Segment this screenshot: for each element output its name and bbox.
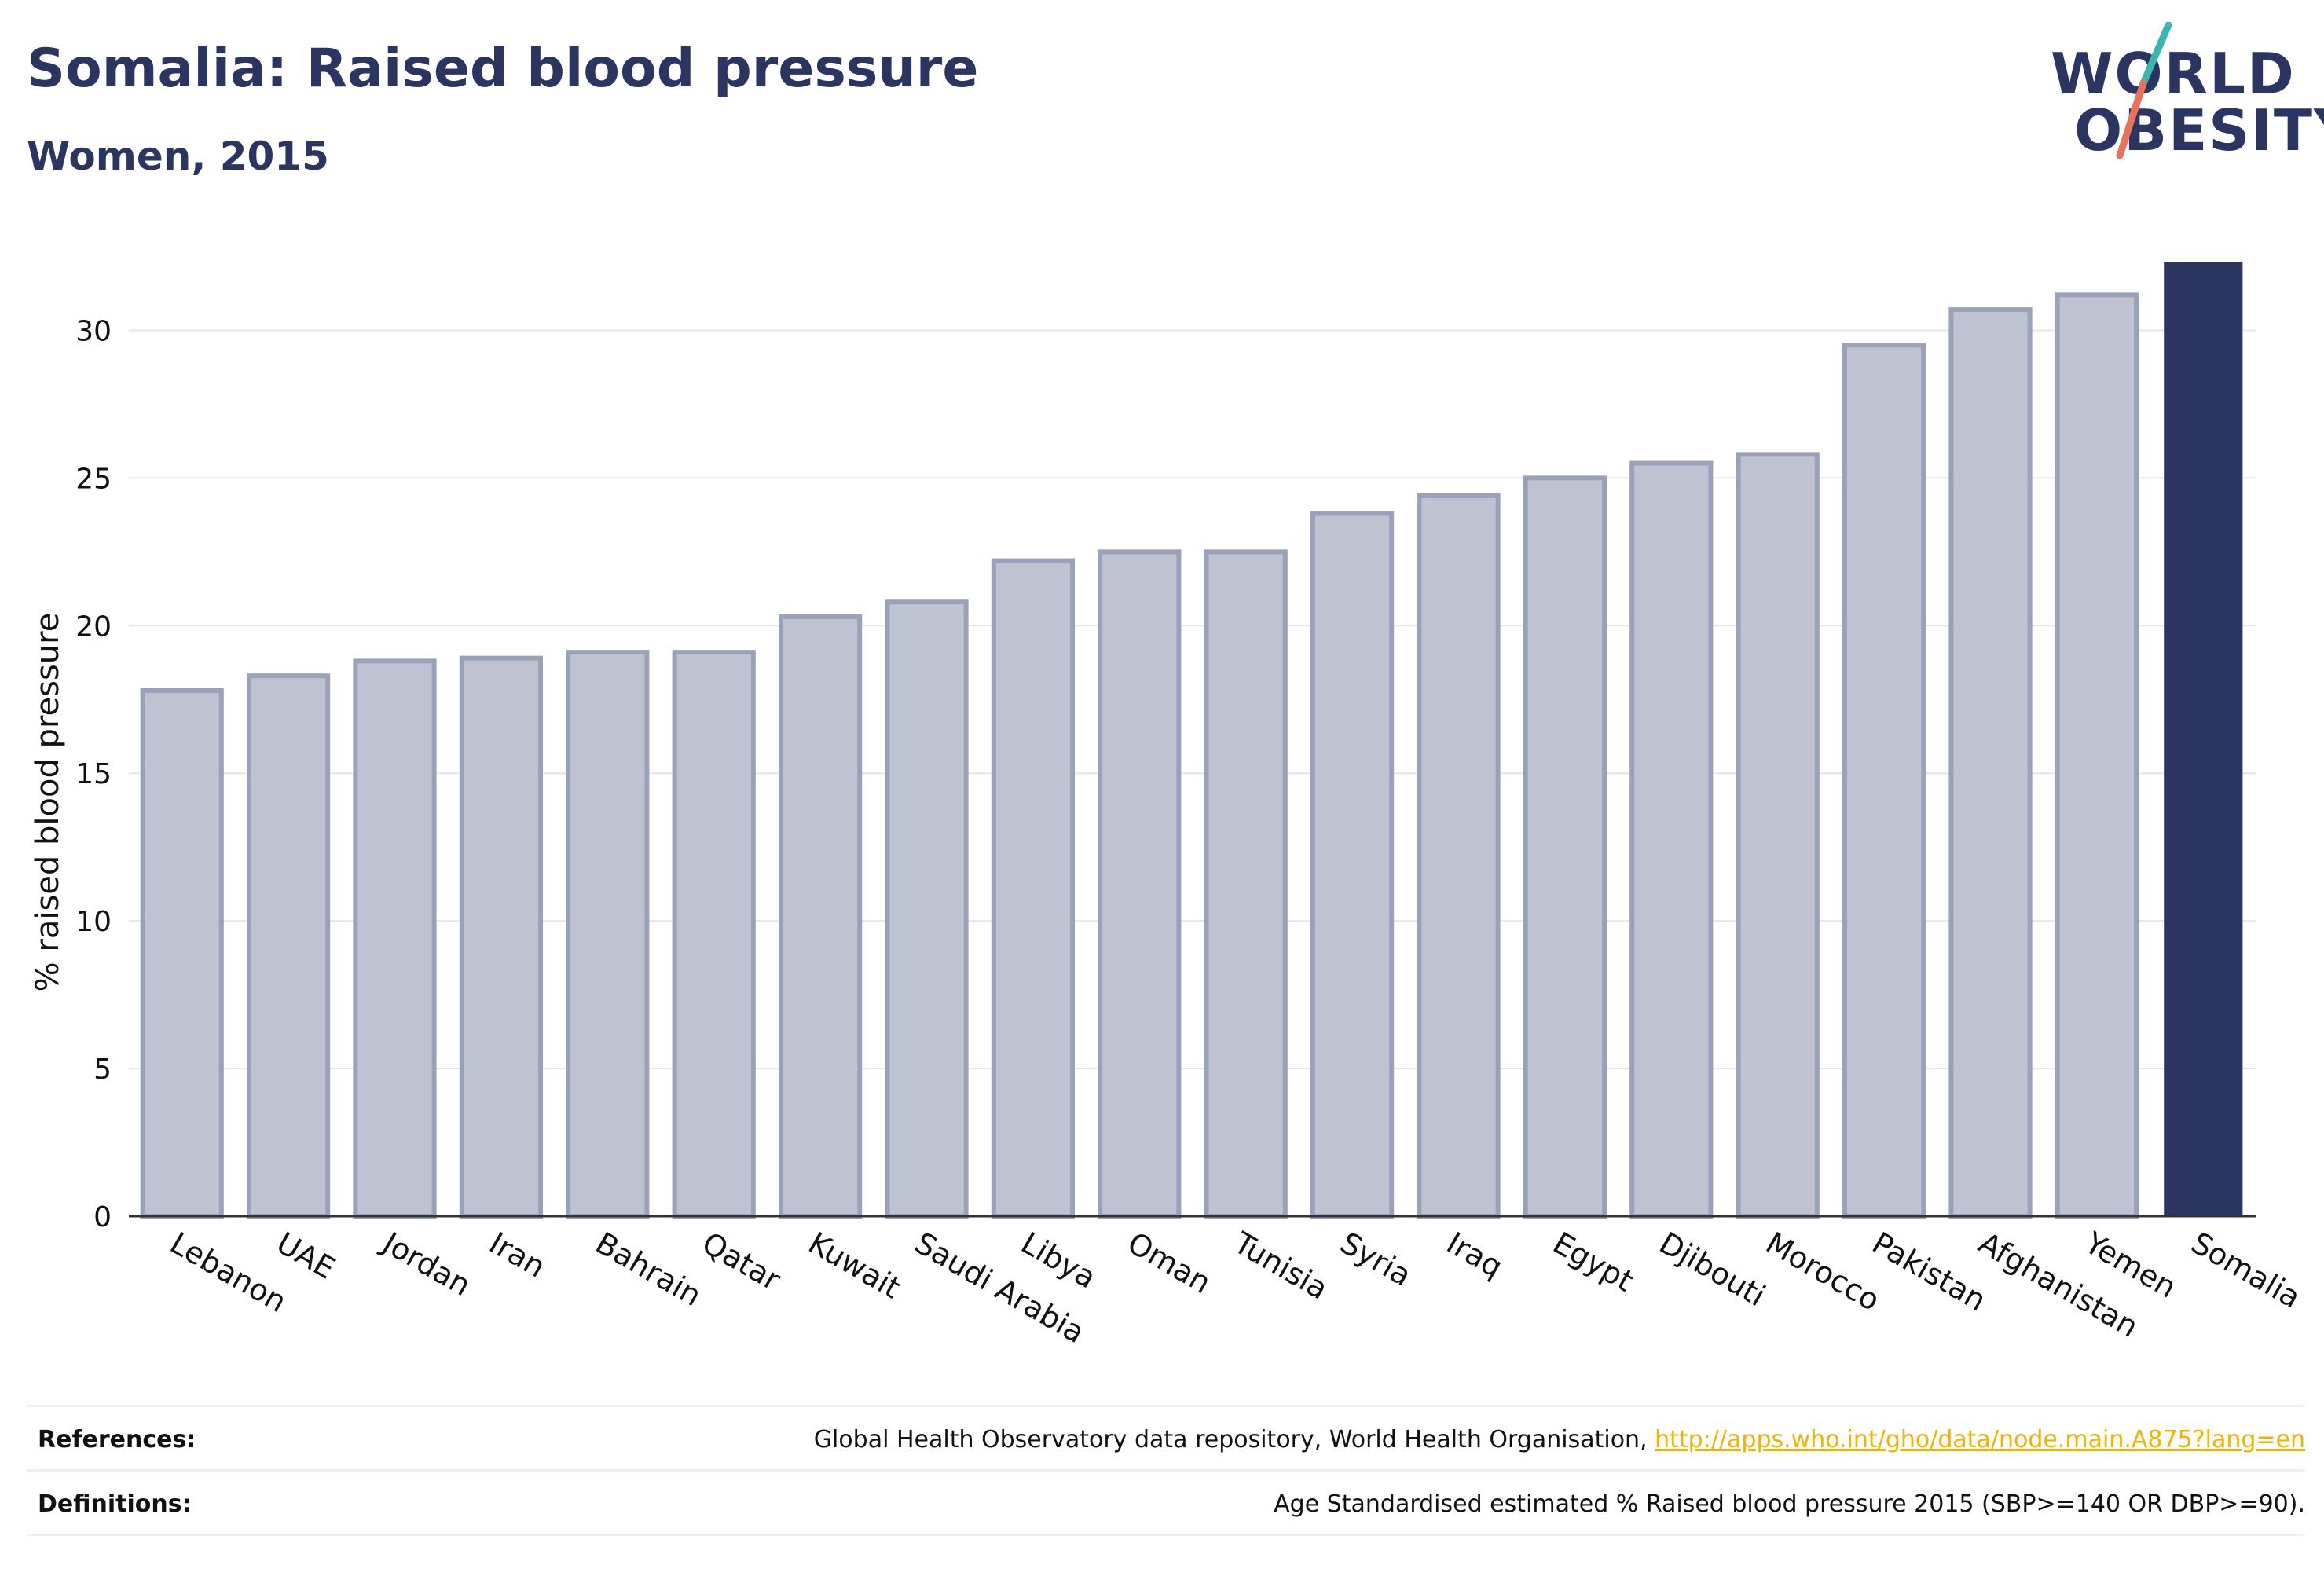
chart-subtitle: Women, 2015 [27, 134, 329, 179]
chart-title: Somalia: Raised blood pressure [27, 38, 979, 100]
bar-iraq [1417, 493, 1501, 1219]
bar-somalia [2164, 262, 2243, 1216]
references-label: References: [38, 1426, 196, 1453]
y-tick-label: 15 [75, 758, 112, 790]
bar-afghanistan [1948, 307, 2033, 1219]
bar-morocco [1736, 452, 1820, 1219]
bar-libya [991, 558, 1075, 1219]
bar-pakistan [1842, 343, 1926, 1219]
x-tick-label: Iran [483, 1226, 551, 1285]
references-source: Global Health Observatory data repositor… [813, 1426, 1655, 1453]
x-tick-label: Djibouti [1654, 1226, 1772, 1314]
bar-lebanon [140, 687, 224, 1219]
bar-qatar [672, 650, 756, 1219]
x-tick-label: Egypt [1547, 1226, 1639, 1299]
bar-uae [247, 673, 331, 1219]
bar-syria [1310, 511, 1395, 1219]
bar-oman [1098, 549, 1182, 1219]
references-row: References: Global Health Observatory da… [27, 1426, 2305, 1473]
footer-rule-bottom [27, 1534, 2305, 1536]
x-tick-label: Iraq [1441, 1226, 1508, 1285]
x-tick-label: Oman [1122, 1226, 1217, 1300]
x-tick-label: Pakistan [1867, 1226, 1992, 1318]
bars [140, 262, 2243, 1219]
x-tick-label: Lebanon [164, 1226, 292, 1319]
x-tick-label: Tunisia [1227, 1225, 1333, 1307]
references-link[interactable]: http://apps.who.int/gho/data/node.main.A… [1655, 1426, 2305, 1453]
x-tick-label: Qatar [696, 1226, 786, 1298]
definitions-text: Age Standardised estimated % Raised bloo… [1274, 1490, 2305, 1518]
world-obesity-logo: WORLD OBESITY [2051, 22, 2324, 163]
logo-line-2: OBESITY [2074, 97, 2324, 163]
references-text: Global Health Observatory data repositor… [814, 1426, 2305, 1453]
x-tick-label: Syria [1335, 1226, 1417, 1293]
definitions-row: Definitions: Age Standardised estimated … [27, 1490, 2305, 1538]
footer-rule-top [27, 1405, 2305, 1407]
bar-jordan [353, 658, 437, 1219]
x-tick-label: Kuwait [803, 1226, 907, 1306]
x-tick-label: UAE [271, 1226, 341, 1286]
x-tick-label: Bahrain [590, 1226, 707, 1314]
bar-egypt [1523, 475, 1607, 1219]
x-tick-label: Morocco [1760, 1226, 1886, 1318]
bar-tunisia [1204, 549, 1288, 1219]
grid-lines [129, 329, 2256, 1070]
x-tick-label: Somalia [2186, 1226, 2307, 1315]
logo-line-1: WORLD [2051, 41, 2296, 107]
y-tick-label: 20 [75, 610, 112, 643]
x-tick-label: Jordan [376, 1225, 476, 1303]
y-axis-label: % raised blood pressure [30, 613, 66, 992]
y-tick-label: 25 [75, 463, 112, 495]
footer-rule-middle [27, 1469, 2305, 1472]
y-tick-label: 0 [93, 1201, 112, 1233]
bar-djibouti [1629, 460, 1714, 1219]
bar-iran [459, 655, 543, 1219]
y-tick-label: 5 [93, 1054, 112, 1086]
y-tick-label: 30 [75, 315, 112, 347]
y-axis-ticks: 0 5 10 15 20 25 30 [75, 315, 112, 1233]
bar-saudi-arabia [885, 599, 969, 1219]
bar-bahrain [566, 650, 650, 1219]
bar-yemen [2055, 292, 2139, 1219]
bar-kuwait [779, 614, 863, 1219]
definitions-label: Definitions: [38, 1490, 192, 1518]
y-tick-label: 10 [75, 906, 112, 938]
logo-slash-icon [2116, 22, 2172, 159]
